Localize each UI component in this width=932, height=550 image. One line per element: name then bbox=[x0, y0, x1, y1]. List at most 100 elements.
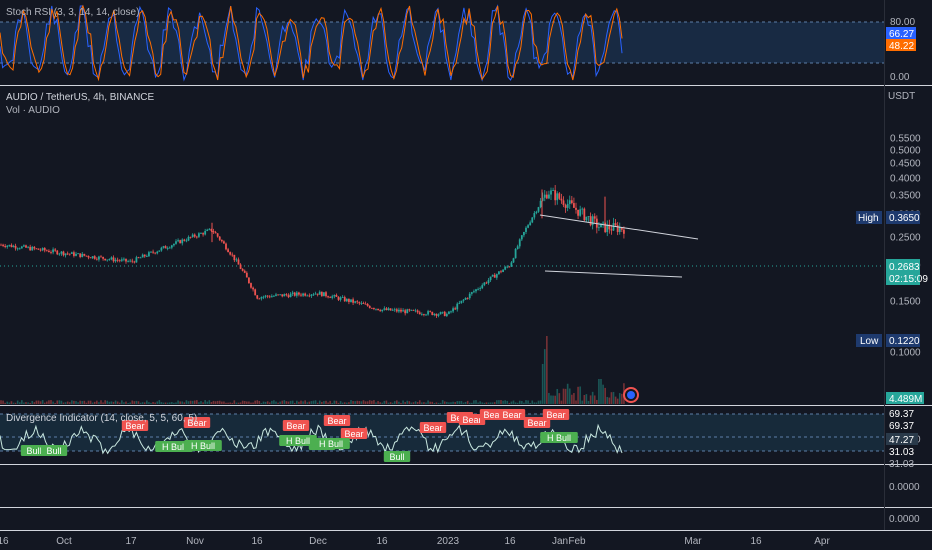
candle-body bbox=[133, 261, 136, 263]
candle-body bbox=[56, 250, 59, 255]
volume-bar bbox=[54, 402, 56, 404]
volume-bar bbox=[521, 401, 523, 404]
volume-bar bbox=[571, 394, 573, 404]
volume-bar bbox=[85, 402, 88, 404]
volume-bar bbox=[235, 402, 238, 404]
candle-body bbox=[173, 243, 175, 246]
bear-label: Bear bbox=[187, 418, 206, 428]
hbull-label-bg bbox=[312, 438, 350, 449]
volume-bar bbox=[141, 402, 144, 404]
upper-trendline[interactable] bbox=[539, 214, 699, 240]
price-axis-tick: 0.1500 bbox=[890, 297, 921, 308]
candle-body bbox=[510, 262, 513, 267]
volume-bar bbox=[533, 402, 536, 404]
volume-bar bbox=[77, 402, 79, 404]
volume-bar bbox=[391, 402, 394, 404]
candle-body bbox=[91, 256, 94, 259]
candle-body bbox=[464, 297, 467, 300]
price-axis-tick: 0.5500 bbox=[890, 134, 921, 145]
symbol-title[interactable]: AUDIO / TetherUS, 4h, BINANCE bbox=[6, 92, 155, 103]
stoch-panel[interactable]: Stoch RSI (3, 3, 14, 14, close) 80.00 66… bbox=[0, 4, 916, 83]
volume-bar bbox=[316, 402, 319, 404]
bear-label: Bear bbox=[125, 421, 144, 431]
volume-bar bbox=[329, 400, 331, 404]
volume-label[interactable]: Vol · AUDIO bbox=[6, 105, 60, 116]
time-axis-tick: 16 bbox=[376, 536, 388, 547]
candle-body bbox=[606, 224, 609, 233]
volume-bar bbox=[600, 379, 602, 404]
volume-bar bbox=[56, 400, 59, 404]
volume-bar bbox=[289, 400, 292, 404]
candle-body bbox=[348, 298, 350, 302]
low-price-tag-bg bbox=[886, 334, 920, 347]
candle-body bbox=[581, 208, 584, 210]
volume-bar bbox=[550, 395, 552, 404]
candle-body bbox=[310, 294, 313, 296]
time-axis-tick: Mar bbox=[684, 536, 702, 547]
volume-bar bbox=[273, 400, 275, 404]
volume-bar bbox=[496, 400, 498, 404]
stoch-title[interactable]: Stoch RSI (3, 3, 14, 14, close) bbox=[6, 7, 139, 18]
candle-body bbox=[283, 294, 286, 297]
volume-bar bbox=[66, 401, 69, 404]
candle-body bbox=[608, 224, 611, 230]
empty-panel[interactable]: 0.0000 0.0000 bbox=[889, 482, 920, 525]
volume-bar bbox=[231, 402, 234, 404]
candle-body bbox=[168, 247, 171, 249]
candle-body bbox=[152, 251, 154, 253]
time-axis[interactable]: 16 Oct 17 Nov 16 Dec 16 2023 16 Jan Feb Mar 16 Apr bbox=[0, 536, 830, 547]
volume-bar bbox=[293, 402, 296, 404]
bear-label: Bear bbox=[546, 410, 565, 420]
candle-body bbox=[45, 250, 48, 252]
candle-body bbox=[156, 251, 159, 254]
candle-body bbox=[527, 225, 529, 228]
volume-bar bbox=[573, 393, 575, 404]
divergence-title[interactable]: Divergence Indicator (14, close, 5, 5, 6… bbox=[6, 413, 197, 424]
volume-bar bbox=[398, 401, 400, 404]
candle-body bbox=[529, 222, 532, 226]
panel-borders bbox=[0, 85, 932, 531]
volume-bar bbox=[104, 400, 106, 404]
volume-bar bbox=[93, 401, 96, 404]
volume-bar bbox=[437, 402, 440, 404]
volume-bar bbox=[208, 400, 211, 404]
volume-bar bbox=[25, 402, 27, 404]
volume-bar bbox=[339, 401, 342, 404]
volume-bar bbox=[183, 402, 186, 404]
candle-body bbox=[610, 229, 613, 231]
candle-body bbox=[293, 292, 296, 296]
candle-body bbox=[208, 228, 211, 230]
price-panel[interactable]: AUDIO / TetherUS, 4h, BINANCE Vol · AUDI… bbox=[0, 91, 928, 445]
candle-body bbox=[575, 207, 577, 210]
candle-body bbox=[239, 264, 242, 269]
bear-label: Bear bbox=[423, 423, 442, 433]
lower-trendline[interactable] bbox=[544, 270, 683, 278]
candle-body bbox=[287, 295, 290, 298]
volume-bar bbox=[302, 401, 304, 404]
candle-body bbox=[223, 241, 225, 244]
volume-bar bbox=[2, 400, 4, 404]
candle-body bbox=[485, 282, 488, 284]
current-price-tag-bg bbox=[886, 259, 920, 285]
candle-body bbox=[304, 293, 307, 296]
div-tag-4: 31.03 bbox=[889, 447, 914, 458]
flag-icon[interactable] bbox=[623, 387, 639, 403]
volume-bar bbox=[491, 402, 494, 404]
candle-body bbox=[339, 297, 342, 300]
volume-bar bbox=[489, 402, 492, 404]
candle-body bbox=[518, 239, 521, 247]
candle-body bbox=[35, 248, 38, 250]
candle-body bbox=[270, 296, 273, 298]
candle-body bbox=[4, 245, 7, 247]
candle-body bbox=[137, 257, 140, 259]
bear-label: Bear bbox=[527, 418, 546, 428]
volume-bar bbox=[221, 401, 223, 404]
bear-label-bg bbox=[323, 415, 351, 426]
volume-bar bbox=[210, 402, 213, 404]
candle-body bbox=[212, 231, 215, 233]
candle-body bbox=[483, 282, 486, 286]
stoch-level-80: 80.00 bbox=[890, 17, 915, 28]
candle-body bbox=[366, 303, 369, 306]
volume-bar bbox=[468, 402, 471, 404]
